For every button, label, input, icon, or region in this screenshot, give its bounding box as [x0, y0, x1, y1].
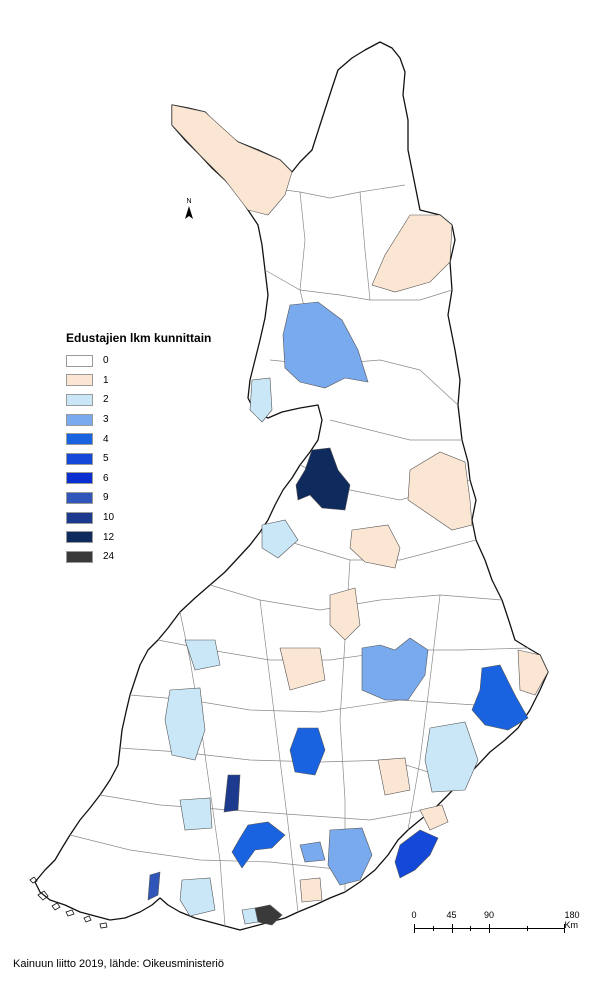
legend: Edustajien lkm kunnittain 0 1 2 3 4 5 6 …: [66, 331, 266, 567]
scale-label-180: 180 Km: [564, 910, 580, 930]
legend-item: 0: [66, 351, 266, 371]
legend-item: 5: [66, 449, 266, 469]
scale-tick: [564, 924, 565, 933]
region-value-2: [261, 519, 299, 559]
north-arrow: N: [184, 198, 194, 220]
scale-label-90: 90: [483, 910, 495, 920]
legend-label: 10: [103, 512, 115, 524]
scale-tick: [432, 926, 434, 931]
north-label: N: [186, 198, 192, 205]
legend-swatch: [66, 531, 93, 544]
legend-swatch: [66, 511, 93, 524]
region-value-3: [361, 637, 429, 701]
legend-title: Edustajien lkm kunnittain: [66, 331, 212, 345]
legend-label: 5: [103, 453, 109, 465]
region-value-1: [419, 804, 449, 831]
region-value-12: [295, 447, 351, 511]
region-value-5: [394, 829, 439, 879]
archipelago: [29, 876, 108, 929]
region-value-1: [349, 524, 401, 569]
scale-tick: [526, 926, 528, 931]
scale-tick: [414, 924, 415, 933]
region-value-2: [179, 797, 213, 831]
legend-item: 24: [66, 547, 266, 567]
legend-swatch: [66, 413, 93, 426]
legend-swatch: [66, 354, 93, 367]
scale-label-0: 0: [411, 910, 417, 920]
scale-bar: 0 45 90 180 Km: [411, 910, 580, 940]
legend-item: 3: [66, 410, 266, 430]
legend-swatch: [66, 393, 93, 406]
legend-label: 24: [103, 551, 115, 563]
legend-label: 1: [103, 374, 109, 386]
region-value-2: [241, 907, 259, 925]
source-credit: Kainuun liitto 2019, lähde: Oikeusminist…: [13, 958, 224, 970]
municipality-fills: [147, 104, 549, 926]
legend-swatch: [66, 491, 93, 504]
legend-label: 9: [103, 492, 109, 504]
scale-tick: [470, 926, 472, 931]
legend-item: 6: [66, 469, 266, 489]
region-value-10: [223, 774, 241, 813]
region-value-9: [147, 871, 161, 901]
region-value-2: [249, 377, 273, 423]
legend-rows: 0 1 2 3 4 5 6 9 10 12 24: [66, 351, 266, 567]
region-value-4: [289, 727, 326, 776]
region-value-3: [327, 827, 373, 886]
region-value-3: [299, 841, 326, 863]
legend-item: 12: [66, 527, 266, 547]
north-arrow-icon: [185, 206, 193, 219]
region-value-1: [171, 104, 293, 216]
legend-item: 9: [66, 488, 266, 508]
region-value-1: [279, 647, 326, 691]
region-value-2: [424, 721, 479, 793]
region-value-2: [179, 877, 216, 917]
legend-item: 4: [66, 429, 266, 449]
legend-label: 12: [103, 531, 115, 543]
region-value-1: [517, 649, 549, 696]
legend-swatch: [66, 374, 93, 387]
region-value-4: [471, 664, 529, 731]
region-value-1: [299, 877, 323, 903]
region-value-1: [407, 451, 473, 531]
scale-label-45: 45: [446, 910, 457, 920]
legend-label: 6: [103, 472, 109, 484]
legend-item: 1: [66, 371, 266, 391]
region-value-4: [231, 821, 286, 869]
legend-label: 2: [103, 394, 109, 406]
legend-swatch: [66, 452, 93, 465]
legend-item: 2: [66, 390, 266, 410]
region-value-1: [377, 757, 411, 796]
legend-swatch: [66, 472, 93, 485]
legend-item: 10: [66, 508, 266, 528]
legend-label: 4: [103, 433, 109, 445]
scale-tick: [451, 924, 453, 933]
scale-tick: [489, 924, 490, 933]
legend-swatch: [66, 550, 93, 563]
region-value-1: [371, 214, 453, 293]
region-value-3: [282, 301, 369, 389]
legend-label: 3: [103, 414, 109, 426]
legend-swatch: [66, 433, 93, 446]
legend-label: 0: [103, 355, 109, 367]
region-value-1: [329, 587, 361, 641]
region-value-2: [184, 639, 221, 671]
region-value-2: [164, 687, 206, 761]
